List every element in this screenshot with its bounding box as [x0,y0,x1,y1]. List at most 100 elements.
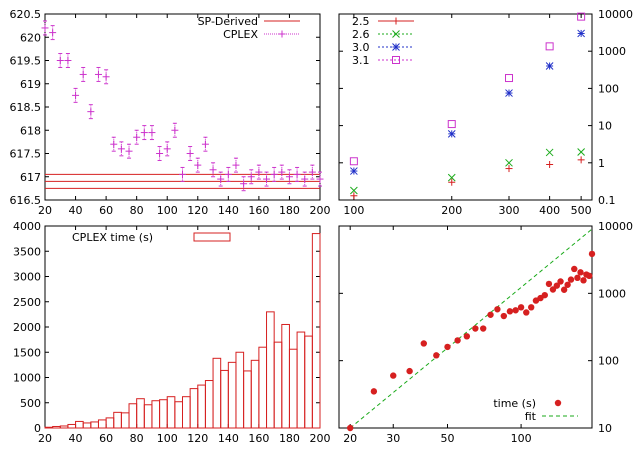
y-tick-label: 0 [34,422,41,435]
x-tick-label: 20 [343,432,357,445]
x-tick-label: 20 [38,432,52,445]
bar [296,331,306,429]
y-tick-label: 1000 [13,372,41,385]
bar [281,323,290,429]
data-point [580,277,587,284]
bar [52,425,61,429]
x-tick-label: 400 [539,204,560,217]
legend-swatch [193,232,231,242]
x-tick-label: 80 [130,432,144,445]
data-point [463,333,471,340]
y-tick-label: 620.5 [10,8,42,21]
bar [159,399,168,429]
bar [174,401,184,429]
data-point [487,311,494,318]
bar [128,403,138,429]
data-point [588,250,596,258]
bar [97,419,107,429]
data-point [574,274,581,282]
x-tick-label: 500 [571,204,592,217]
bar [220,369,229,429]
fit-line [349,228,593,429]
data-point [454,337,461,344]
bar [113,411,122,429]
x-tick-label: 30 [386,432,400,445]
data-point [505,74,514,83]
bar [197,384,206,429]
data-point [571,265,578,273]
data-point [577,12,586,21]
legend-label: 3.1 [352,54,370,67]
legend-label: 2.5 [352,15,370,28]
bar [273,341,283,429]
bar [44,426,54,429]
y-tick-label: 619 [20,78,41,91]
plot-frame [338,225,593,429]
bar [235,351,245,429]
bar [59,425,69,429]
x-tick-label: 60 [99,432,113,445]
data-point [406,367,413,375]
y-tick-label: 10000 [598,8,633,21]
data-point [554,399,562,407]
x-tick-label: 120 [187,204,208,217]
bar [266,311,275,429]
data-point [523,309,530,316]
x-tick-label: 40 [69,204,83,217]
data-point [560,286,568,293]
data-point [480,325,487,332]
x-tick-label: 300 [499,204,520,217]
y-tick-label: 10 [598,422,612,435]
data-point [577,148,585,156]
data-point [545,42,554,51]
x-tick-label: 60 [99,204,113,217]
data-point [545,62,554,70]
x-tick-label: 180 [279,204,300,217]
y-tick-label: 617 [20,171,41,184]
x-tick-label: 140 [218,432,239,445]
data-point [392,56,400,64]
x-tick-label: 100 [157,204,178,217]
y-tick-label: 620 [20,31,41,44]
bar [90,421,99,429]
x-tick-label: 100 [157,432,178,445]
legend-label: fit [525,410,537,423]
data-point [517,304,525,311]
data-point [505,89,513,97]
data-point [370,388,378,395]
data-point [444,343,451,351]
data-point [545,280,553,288]
x-tick-label: 50 [440,432,454,445]
bar [166,396,176,429]
x-tick-label: 200 [441,204,462,217]
data-point [420,340,427,347]
data-point [447,120,456,129]
x-tick-label: 100 [511,432,532,445]
x-tick-label: 80 [130,204,144,217]
data-point [506,308,514,315]
data-point [392,43,400,51]
data-point [447,173,456,182]
legend-label: 3.0 [352,41,370,54]
panel-bottom-left: 20 40 60 80 100 120 140 160 180 20005001000150020… [13,220,331,445]
y-tick-label: 619.5 [10,55,42,68]
x-tick-label: 160 [248,432,269,445]
y-tick-label: 1500 [13,346,41,359]
bar [182,396,191,429]
bar [288,348,298,429]
data-point [350,186,358,195]
data-point [528,304,535,311]
data-point [545,148,554,157]
data-point [577,269,584,276]
x-tick-label: 120 [187,432,208,445]
y-tick-label: 500 [20,397,41,410]
data-point [433,352,440,359]
data-point [346,424,354,432]
data-point [541,291,548,299]
panel-top-right: 100 200 300 400 5000.11101001000100002.52.63… [338,8,633,217]
panel-bottom-right: 20 30 50 100 10 100 1000 10000 time (s)fit [338,220,633,445]
data-point [577,29,585,38]
x-tick-label: 180 [279,432,300,445]
y-tick-label: 4000 [13,220,41,233]
